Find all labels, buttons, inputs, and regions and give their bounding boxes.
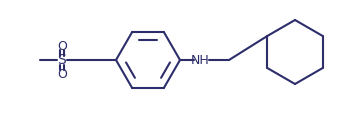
Text: NH: NH xyxy=(191,53,209,67)
Text: O: O xyxy=(57,68,67,80)
Text: O: O xyxy=(57,39,67,53)
Text: S: S xyxy=(58,53,66,67)
